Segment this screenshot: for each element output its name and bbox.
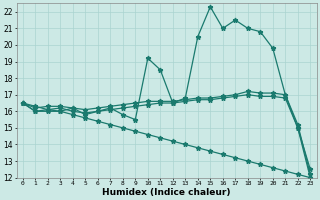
X-axis label: Humidex (Indice chaleur): Humidex (Indice chaleur) (102, 188, 231, 197)
